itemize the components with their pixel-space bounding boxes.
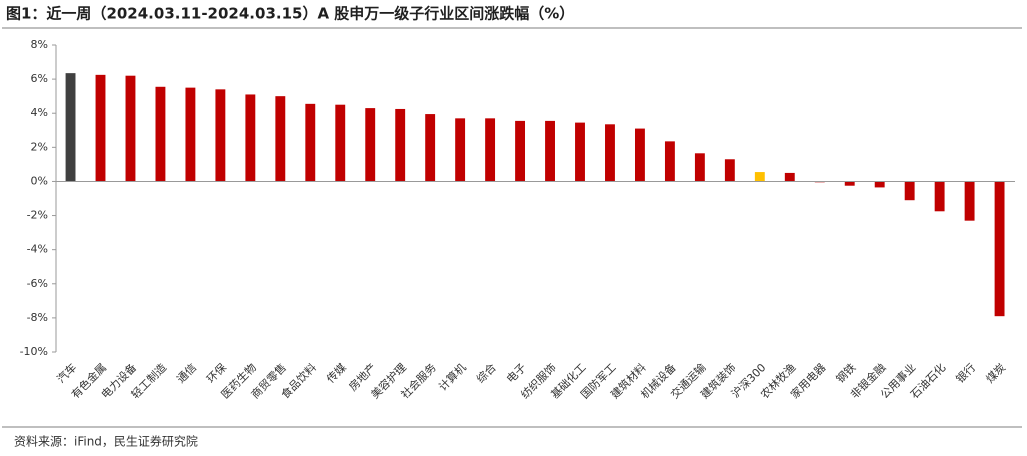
y-tick-label: -8% [27, 311, 48, 324]
bar [275, 96, 286, 182]
bar [754, 172, 765, 182]
y-tick-label: -6% [27, 277, 48, 290]
x-tick-label: 银行 [953, 360, 978, 385]
bar [245, 94, 256, 182]
x-tick-label: 通信 [174, 361, 199, 386]
bar [365, 108, 376, 182]
y-tick-label: 8% [31, 38, 48, 51]
bar [155, 86, 166, 182]
x-tick-label: 电子 [504, 361, 529, 386]
y-tick-label: 4% [31, 106, 48, 119]
bar [694, 153, 705, 182]
bar [485, 118, 496, 182]
bar [215, 89, 226, 182]
bar [784, 172, 795, 182]
x-tick-label: 综合 [473, 360, 498, 385]
bar [125, 75, 136, 182]
x-tick-label: 计算机 [436, 360, 469, 393]
bar [395, 108, 406, 182]
bar [545, 120, 555, 182]
bar [605, 124, 615, 182]
y-tick-label: -4% [27, 243, 48, 256]
bar [874, 181, 885, 188]
x-tick-label: 煤炭 [984, 361, 1009, 386]
y-tick-label: 0% [31, 174, 48, 187]
bar [305, 103, 316, 182]
bar [65, 73, 76, 182]
bar [425, 114, 436, 182]
bar [95, 74, 106, 182]
x-tick-label: 钢铁 [834, 361, 859, 386]
bar [515, 120, 526, 182]
bar [575, 122, 585, 182]
bar [634, 128, 645, 182]
bar [185, 87, 196, 182]
bar [455, 118, 466, 182]
bar [934, 181, 945, 212]
bar [664, 141, 675, 182]
x-tick-label: 汽车 [54, 360, 79, 385]
bar [964, 181, 975, 221]
chart-title: 图1：近一周（2024.03.11-2024.03.15）A 股申万一级子行业区… [6, 5, 574, 23]
y-tick-label: -10% [20, 345, 48, 358]
y-tick-label: -2% [27, 209, 48, 222]
x-tick-label: 环保 [204, 360, 229, 385]
y-tick-label: 6% [31, 72, 48, 85]
bar [724, 159, 735, 182]
y-tick-label: 2% [31, 140, 48, 153]
bar [994, 181, 1005, 317]
bar [904, 181, 915, 201]
bar [335, 104, 346, 182]
bar [844, 181, 855, 186]
x-tick-label: 传媒 [324, 361, 349, 386]
source: 资料来源：iFind，民生证券研究院 [14, 434, 198, 449]
